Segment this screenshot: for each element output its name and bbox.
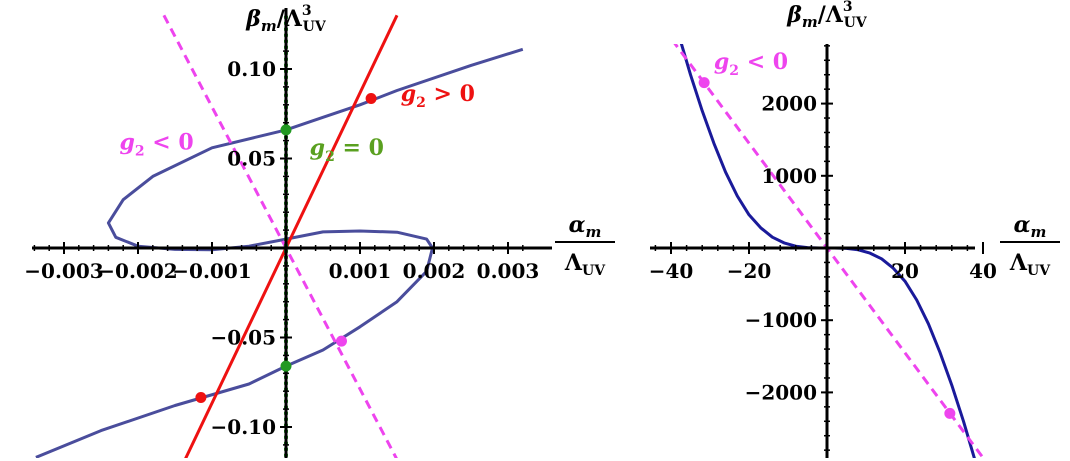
y-tick-label: −1000 — [745, 308, 817, 332]
series-label-subscript: 2 — [325, 149, 335, 165]
y-axis-label-sub: m — [261, 17, 277, 35]
left-plot: −0.003−0.002−0.001 0.001 0.002 0.003 −0.10 −0… — [24, 3, 615, 458]
x-axis-label-num-symbol: α — [569, 212, 586, 238]
x-axis-label-num-sub: m — [586, 223, 602, 241]
y-tick-label: −2000 — [745, 380, 817, 404]
x-tick-label: −0.001 — [172, 259, 251, 283]
series-label-relation: < 0 — [145, 130, 194, 156]
series-label: g2 < 0 — [120, 130, 194, 160]
x-tick-label: 0.002 — [403, 259, 466, 283]
data-marker — [698, 77, 710, 89]
y-axis-label: βm/Λ3 UV — [786, 0, 868, 31]
y-axis-label-sup: 3 — [843, 0, 853, 15]
y-tick-label: 1000 — [761, 164, 817, 188]
x-axis-label-den-sub: UV — [1027, 263, 1051, 279]
x-tick-label: −40 — [649, 259, 694, 283]
x-tick-label: 0.003 — [477, 259, 540, 283]
x-axis-label-numerator: αm — [1014, 212, 1047, 241]
y-tick-label: −0.10 — [211, 415, 276, 439]
y-tick-label: 2000 — [761, 92, 817, 116]
series-label-relation: < 0 — [739, 49, 788, 75]
x-tick-label: 40 — [969, 259, 997, 283]
data-marker — [280, 360, 292, 372]
y-axis-label-symbol: β — [245, 6, 261, 32]
y-axis-label-sub2: UV — [844, 15, 868, 31]
x-tick-label: −0.003 — [24, 259, 103, 283]
data-marker — [944, 407, 956, 419]
x-axis-label-den-symbol: Λ — [564, 250, 583, 276]
series-label-relation: = 0 — [335, 135, 384, 161]
y-tick-label: 0.05 — [227, 147, 276, 171]
y-axis-label-sup: 3 — [302, 3, 312, 19]
x-axis-label-denominator: ΛUV — [1009, 250, 1051, 279]
series-label-relation: > 0 — [426, 81, 475, 107]
series-label-symbol: g — [120, 130, 135, 156]
series-label-symbol: g — [310, 135, 325, 161]
series-label-subscript: 2 — [729, 63, 739, 79]
x-axis-label-num-symbol: α — [1014, 212, 1031, 238]
x-axis-label-den-sub: UV — [582, 263, 606, 279]
data-marker — [336, 335, 347, 347]
series-label-subscript: 2 — [135, 144, 145, 160]
x-tick-label: 20 — [891, 259, 919, 283]
x-axis-label-numerator: αm — [569, 212, 602, 241]
x-axis-label-den-symbol: Λ — [1009, 250, 1028, 276]
y-axis-label-sub: m — [802, 13, 818, 31]
data-marker — [280, 124, 292, 136]
series-label: g2 = 0 — [310, 135, 384, 165]
y-axis-label-sub2: UV — [303, 19, 327, 35]
series-label-symbol: g — [714, 49, 729, 75]
x-axis-label-num-sub: m — [1031, 223, 1047, 241]
x-axis-label-denominator: ΛUV — [564, 250, 606, 279]
y-axis-label-sep: /Λ — [818, 2, 844, 28]
x-tick-label: −20 — [727, 259, 772, 283]
series-label: g2 > 0 — [401, 81, 475, 111]
data-marker — [195, 391, 207, 403]
data-marker — [365, 93, 377, 105]
x-tick-label: 0.001 — [329, 259, 392, 283]
y-axis-label: βm/Λ3 UV — [245, 3, 327, 35]
y-axis-label-sep: /Λ — [277, 6, 303, 32]
series-label-symbol: g — [401, 81, 416, 107]
series-label-subscript: 2 — [416, 95, 426, 111]
x-tick-label: −0.002 — [98, 259, 177, 283]
series-curve — [35, 47, 524, 458]
y-axis-label-symbol: β — [786, 2, 802, 28]
series-label: g2 < 0 — [714, 49, 788, 79]
y-tick-label: 0.10 — [227, 57, 276, 81]
y-tick-label: −0.05 — [211, 326, 276, 350]
